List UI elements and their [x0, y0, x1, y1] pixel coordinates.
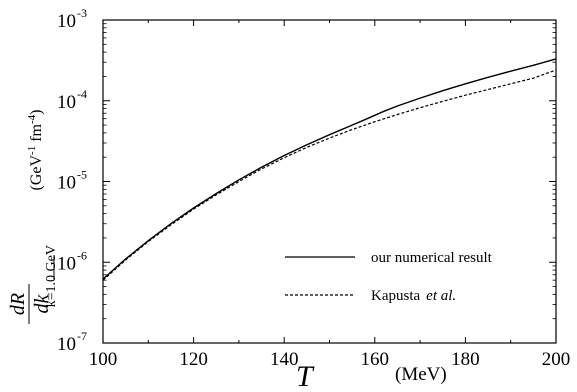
legend-label-dashed-italic: et al. [426, 288, 456, 304]
y-label-denominator: dk [31, 293, 53, 313]
y-label-subscript-text: k=1.0 GeV [44, 245, 59, 307]
y-label-subscript: k=1.0 GeV [44, 245, 59, 307]
x-tick-label: 200 [542, 349, 571, 370]
x-tick-label: 100 [89, 349, 118, 370]
y-unit-exp1: -1 [26, 146, 38, 155]
y-label-numerator: dR [7, 293, 29, 315]
series-line-kapusta [102, 69, 557, 281]
x-tick-label: 180 [451, 349, 480, 370]
x-tick-label: 120 [179, 349, 208, 370]
y-tick-exponent: -7 [77, 329, 87, 343]
x-tick-label: 160 [361, 349, 390, 370]
y-unit-prefix: (GeV [28, 155, 45, 191]
y-unit-mid: fm [28, 123, 45, 145]
series-layer [102, 58, 557, 281]
x-tick-label: 140 [270, 349, 299, 370]
y-tick-label: 10 [57, 11, 76, 32]
y-tick-label: 10 [57, 334, 76, 355]
y-unit-exp2: -4 [26, 114, 38, 124]
y-tick-exponent: -4 [77, 87, 87, 101]
y-label-unit: (GeV-1 fm-4) [26, 110, 45, 191]
legend-label-dashed-main: Kapusta [371, 288, 420, 304]
y-tick-label: 10 [57, 92, 76, 113]
y-unit-suffix: ) [28, 110, 45, 115]
plot-frame [102, 19, 557, 344]
legend-label-solid: our numerical result [371, 250, 493, 266]
y-axis-ticks: 10-710-610-510-410-3 [57, 6, 556, 355]
x-axis-title: T [296, 360, 315, 392]
y-tick-label: 10 [57, 253, 76, 274]
y-tick-label: 10 [57, 173, 76, 194]
legend-label-dashed: Kapusta et al. [371, 288, 456, 304]
y-tick-exponent: -5 [77, 168, 87, 182]
y-tick-exponent: -6 [77, 248, 87, 262]
x-axis-unit: (MeV) [395, 364, 447, 385]
y-axis-title: dR dk k=1.0 GeV (GeV-1 fm-4) [7, 110, 59, 324]
legend: our numerical result Kapusta et al. [285, 250, 493, 304]
series-line-numerical [102, 58, 557, 280]
x-axis-ticks: 100 120 140 160 180 200 [89, 20, 571, 370]
y-tick-exponent: -3 [77, 6, 87, 20]
